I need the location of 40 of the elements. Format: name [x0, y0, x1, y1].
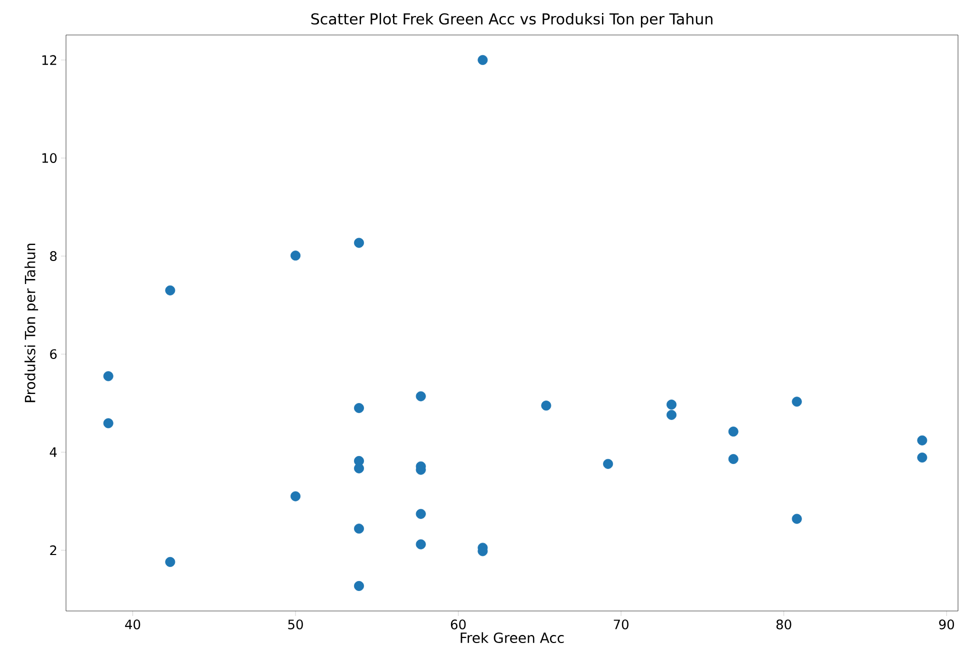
chart-title: Scatter Plot Frek Green Acc vs Produksi Ton per Tahun [311, 12, 712, 28]
point [354, 238, 364, 248]
point [416, 391, 426, 402]
point [792, 514, 802, 524]
point [354, 524, 364, 534]
y-tick-label: 8 [50, 251, 57, 261]
x-tick-label: 90 [939, 620, 954, 630]
point [290, 250, 301, 261]
point [416, 539, 426, 550]
y-tick-label: 12 [42, 55, 56, 65]
point [165, 285, 176, 296]
point [603, 458, 614, 469]
x-tick-label: 60 [450, 620, 466, 630]
point [917, 435, 928, 446]
point [917, 452, 928, 463]
y-tick-label: 6 [50, 349, 57, 360]
x-tick-label: 50 [288, 620, 303, 630]
point [728, 426, 738, 437]
y-axis-title: Produksi Ton per Tahun [24, 244, 38, 402]
point [290, 491, 301, 502]
y-tick-label: 2 [50, 545, 56, 556]
x-axis-title: Frek Green Acc [460, 632, 564, 644]
point [792, 396, 802, 407]
point [666, 410, 677, 420]
y-tick-label: 10 [42, 153, 57, 163]
x-tick-label: 40 [125, 620, 140, 630]
point [728, 454, 738, 464]
point [103, 418, 114, 428]
point [165, 556, 176, 567]
point [478, 54, 488, 65]
point [541, 400, 552, 411]
point [416, 508, 426, 519]
x-tick-label: 80 [776, 620, 792, 630]
point [103, 371, 114, 382]
point [354, 463, 364, 474]
point [354, 403, 364, 414]
y-tick-label: 4 [50, 447, 57, 457]
x-tick-label: 70 [614, 620, 628, 630]
point [354, 580, 364, 591]
point [666, 400, 677, 410]
